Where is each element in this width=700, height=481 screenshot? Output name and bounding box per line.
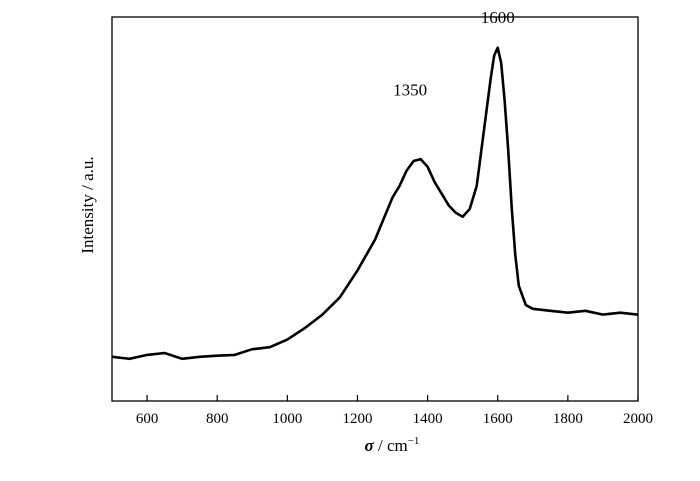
x-tick-label: 1800 (553, 411, 583, 427)
x-tick-label: 1600 (483, 411, 513, 427)
plot-area-frame (111, 16, 639, 402)
y-axis-label: Intensity / a.u. (78, 156, 97, 253)
x-tick-label: 1000 (272, 411, 302, 427)
peak-annotation-1350: 1350 (393, 81, 427, 100)
x-axis-unit-exponent: −1 (408, 435, 420, 447)
x-tick-label: 600 (136, 411, 159, 427)
x-axis-unit: / cm (374, 436, 408, 455)
x-tick-label: 1400 (413, 411, 443, 427)
series-group (111, 46, 639, 361)
x-tick-group: 600 800 1000 1200 1400 1600 1800 2000 (136, 395, 653, 427)
x-tick-label: 2000 (623, 411, 653, 427)
x-tick-label: 1200 (342, 411, 372, 427)
x-axis-label: σ / cm−1 (365, 435, 420, 455)
x-axis-symbol: σ (365, 436, 375, 455)
peak-annotation-1600: 1600 (481, 8, 515, 27)
x-tick-label: 800 (206, 411, 229, 427)
series-line-0 (111, 46, 639, 361)
annotation-group: 1350 1600 (393, 8, 515, 100)
